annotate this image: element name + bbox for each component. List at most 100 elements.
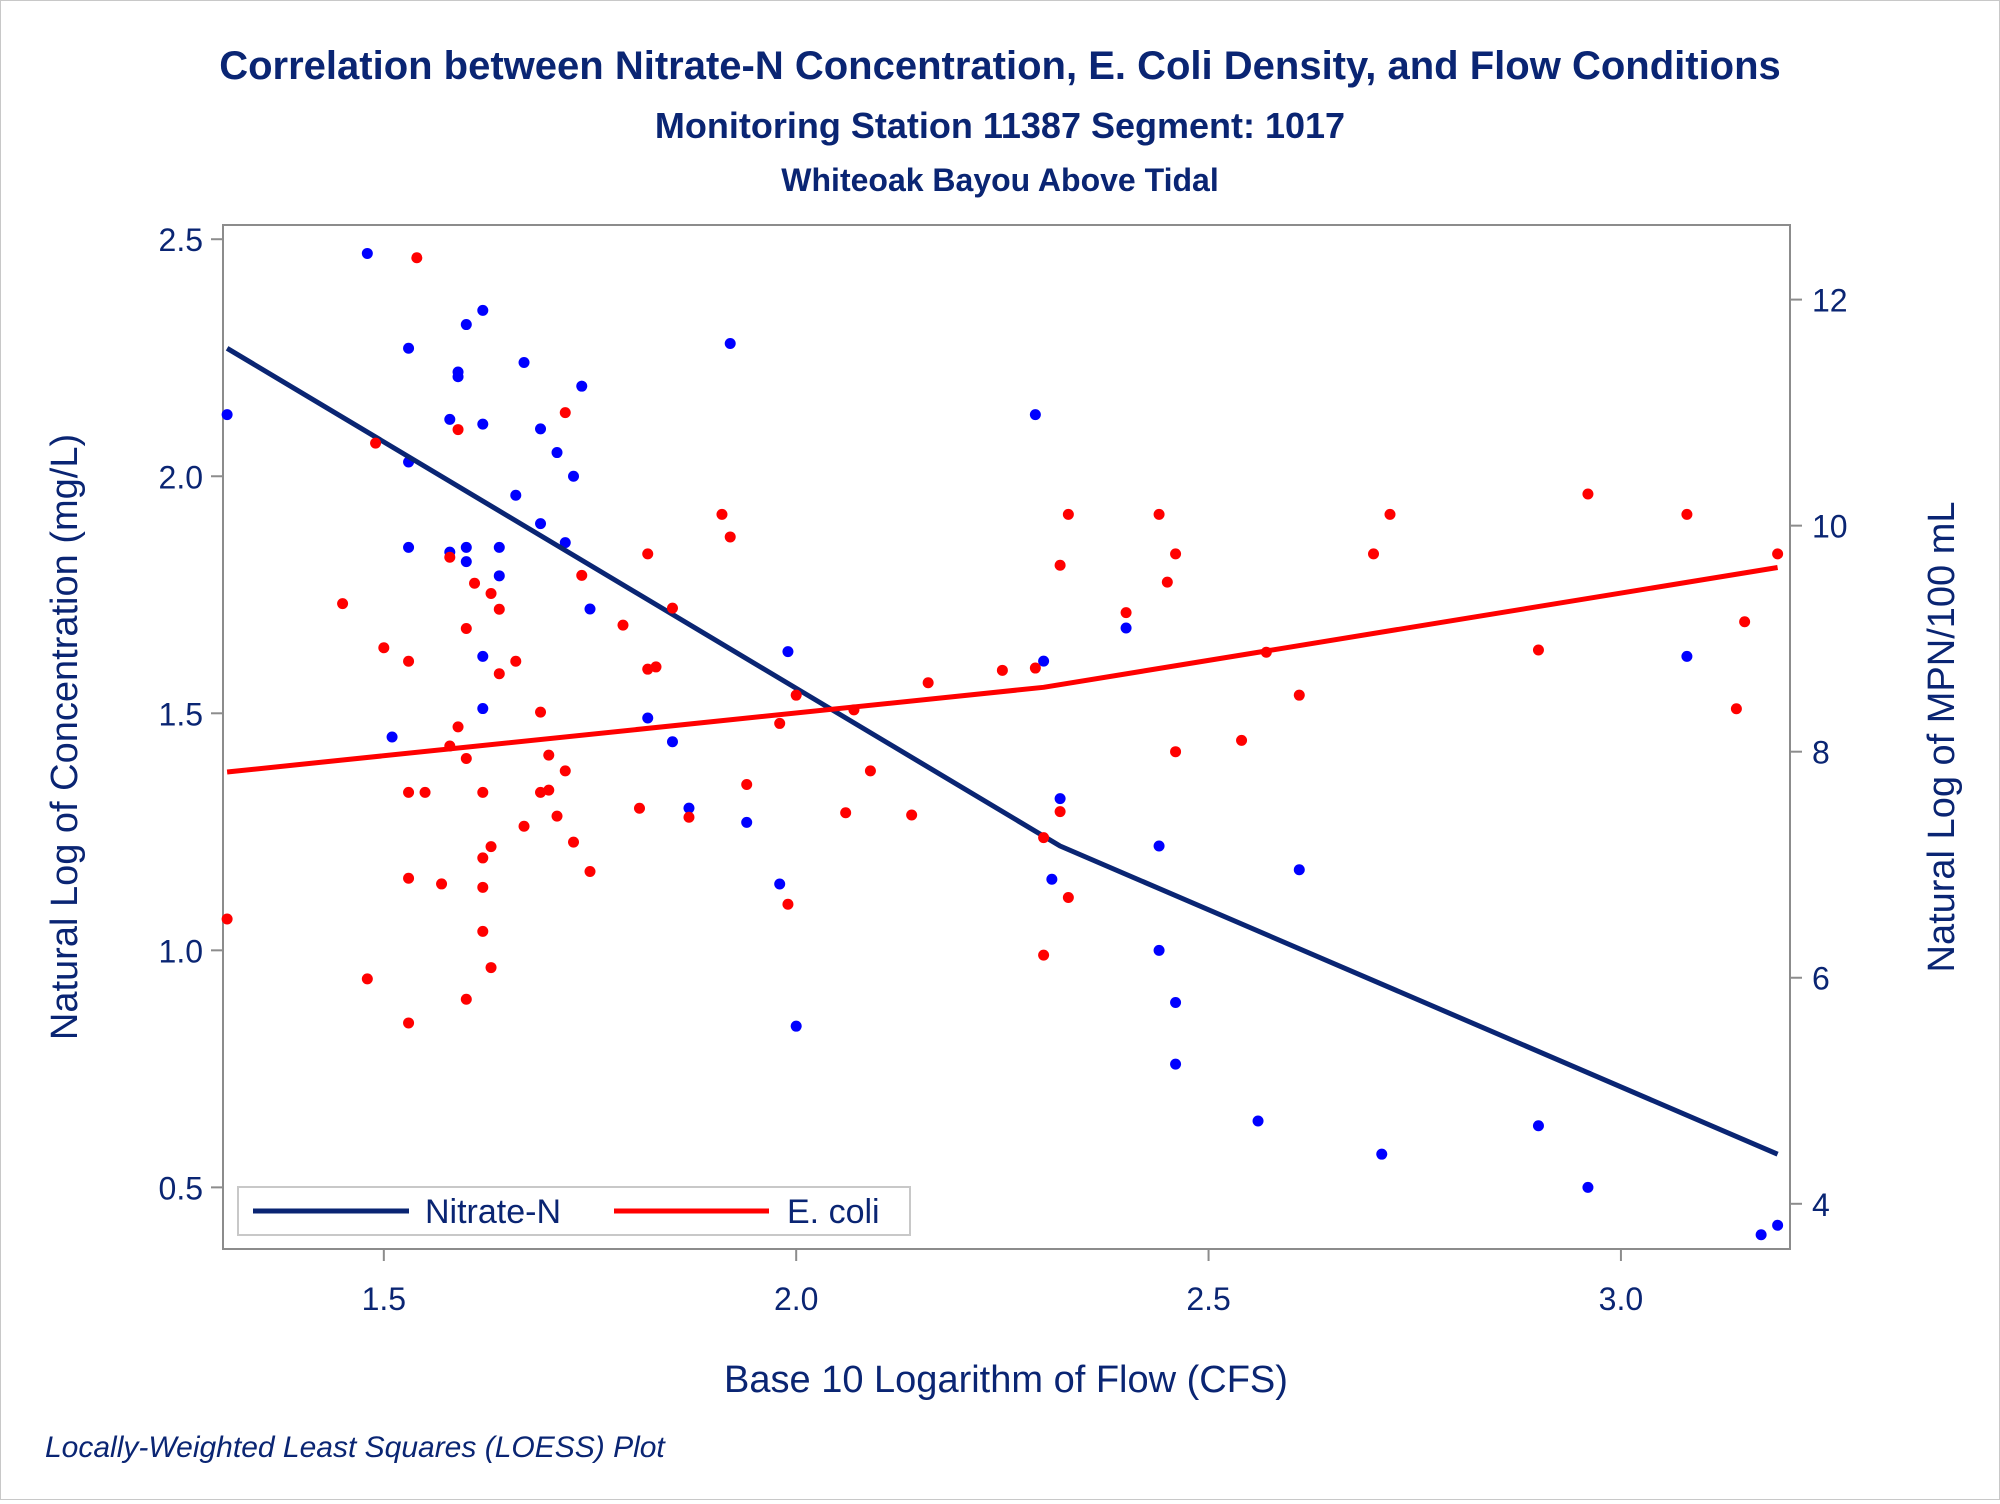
chart-title: Correlation between Nitrate-N Concentrat… xyxy=(219,44,1781,88)
e-coli-point xyxy=(543,749,555,761)
e-coli-point xyxy=(724,531,736,543)
nitrate-n-point xyxy=(460,556,472,568)
e-coli-point xyxy=(378,642,390,654)
e-coli-point xyxy=(683,811,695,823)
e-coli-point xyxy=(559,765,571,777)
e-coli-point xyxy=(559,407,571,419)
e-coli-point xyxy=(1038,832,1050,844)
nitrate-n-point xyxy=(576,380,588,392)
nitrate-n-point xyxy=(460,319,472,331)
e-coli-point xyxy=(1582,488,1594,500)
e-coli-point xyxy=(1120,607,1132,619)
nitrate-n-point xyxy=(1170,996,1182,1008)
e-coli-point xyxy=(1038,949,1050,961)
nitrate-n-point xyxy=(403,541,415,553)
e-coli-loess-line xyxy=(226,565,1779,775)
y-tick-label: 1.0 xyxy=(159,933,203,969)
e-coli-point xyxy=(518,820,530,832)
e-coli-point xyxy=(535,706,547,718)
chart-subtitle: Monitoring Station 11387 Segment: 1017 xyxy=(655,105,1345,146)
nitrate-n-point xyxy=(477,418,489,430)
nitrate-n-point xyxy=(1046,873,1058,885)
nitrate-n-loess-line xyxy=(225,346,1779,1157)
e-coli-point xyxy=(469,577,481,589)
nitrate-n-point xyxy=(361,247,373,259)
e-coli-point xyxy=(782,898,794,910)
e-coli-point xyxy=(411,252,423,264)
e-coli-point xyxy=(1532,644,1544,656)
e-coli-point xyxy=(633,802,645,814)
legend-label-ecoli: E. coli xyxy=(787,1193,880,1231)
e-coli-point xyxy=(477,786,489,798)
y-axis-left: 0.5 1.0 1.5 2.0 2.5 xyxy=(159,222,223,1206)
nitrate-n-point xyxy=(477,703,489,715)
e-coli-point xyxy=(864,765,876,777)
nitrate-n-point xyxy=(666,736,678,748)
e-coli-point xyxy=(419,786,431,798)
nitrate-n-point xyxy=(774,878,786,890)
nitrate-n-point xyxy=(1120,622,1132,634)
legend: Nitrate-N E. coli xyxy=(237,1186,911,1236)
e-coli-point xyxy=(477,925,489,937)
e-coli-point xyxy=(337,598,349,610)
e-coli-point xyxy=(1739,616,1751,628)
e-coli-point xyxy=(840,807,852,819)
x-tick-label: 3.0 xyxy=(1599,1281,1643,1317)
nitrate-n-point xyxy=(403,342,415,354)
nitrate-n-point xyxy=(510,489,522,501)
e-coli-point xyxy=(370,437,382,449)
y2-tick-label: 4 xyxy=(1812,1187,1830,1223)
nitrate-n-point xyxy=(477,304,489,316)
e-coli-point xyxy=(444,551,456,563)
nitrate-n-point xyxy=(1755,1229,1767,1241)
footnote: Locally-Weighted Least Squares (LOESS) P… xyxy=(45,1431,666,1464)
legend-label-nitrate: Nitrate-N xyxy=(425,1193,561,1231)
y2-tick-label: 8 xyxy=(1812,735,1830,771)
e-coli-point xyxy=(1170,746,1182,758)
y-axis-right: 4 6 8 10 12 xyxy=(1790,283,1848,1223)
nitrate-n-point xyxy=(1170,1058,1182,1070)
nitrate-n-point xyxy=(452,371,464,383)
e-coli-point xyxy=(1772,548,1784,560)
y-tick-label: 2.5 xyxy=(159,222,203,258)
e-coli-point xyxy=(477,852,489,864)
e-coli-point xyxy=(1368,548,1380,560)
nitrate-n-point xyxy=(782,646,794,658)
e-coli-point xyxy=(436,878,448,890)
e-coli-point xyxy=(790,689,802,701)
nitrate-n-point xyxy=(741,816,753,828)
nitrate-n-point xyxy=(1772,1219,1784,1231)
y-tick-label: 1.5 xyxy=(159,696,203,732)
x-tick-label: 2.0 xyxy=(774,1281,818,1317)
series-layer xyxy=(221,247,1784,1241)
e-coli-point xyxy=(543,784,555,796)
e-coli-point xyxy=(485,841,497,853)
e-coli-point xyxy=(1054,559,1066,571)
e-coli-point xyxy=(1293,689,1305,701)
nitrate-n-point xyxy=(1252,1115,1264,1127)
e-coli-point xyxy=(922,677,934,689)
e-coli-point xyxy=(996,664,1008,676)
y2-tick-label: 12 xyxy=(1812,283,1848,319)
e-coli-point xyxy=(460,752,472,764)
nitrate-n-point xyxy=(642,712,654,724)
e-coli-point xyxy=(1161,576,1173,588)
e-coli-point xyxy=(1029,662,1041,674)
nitrate-n-point xyxy=(584,603,596,615)
e-coli-point xyxy=(452,721,464,733)
e-coli-point xyxy=(906,809,918,821)
e-coli-point xyxy=(666,602,678,614)
e-coli-point xyxy=(617,619,629,631)
e-coli-point xyxy=(485,587,497,599)
nitrate-n-point xyxy=(518,356,530,368)
e-coli-point xyxy=(493,603,505,615)
nitrate-n-point xyxy=(444,413,456,425)
nitrate-n-point xyxy=(1293,864,1305,876)
y2-tick-label: 10 xyxy=(1812,509,1848,545)
e-coli-point xyxy=(1054,806,1066,818)
e-coli-point xyxy=(361,973,373,985)
nitrate-n-point xyxy=(460,541,472,553)
nitrate-n-point xyxy=(1153,944,1165,956)
e-coli-point xyxy=(1730,703,1742,715)
